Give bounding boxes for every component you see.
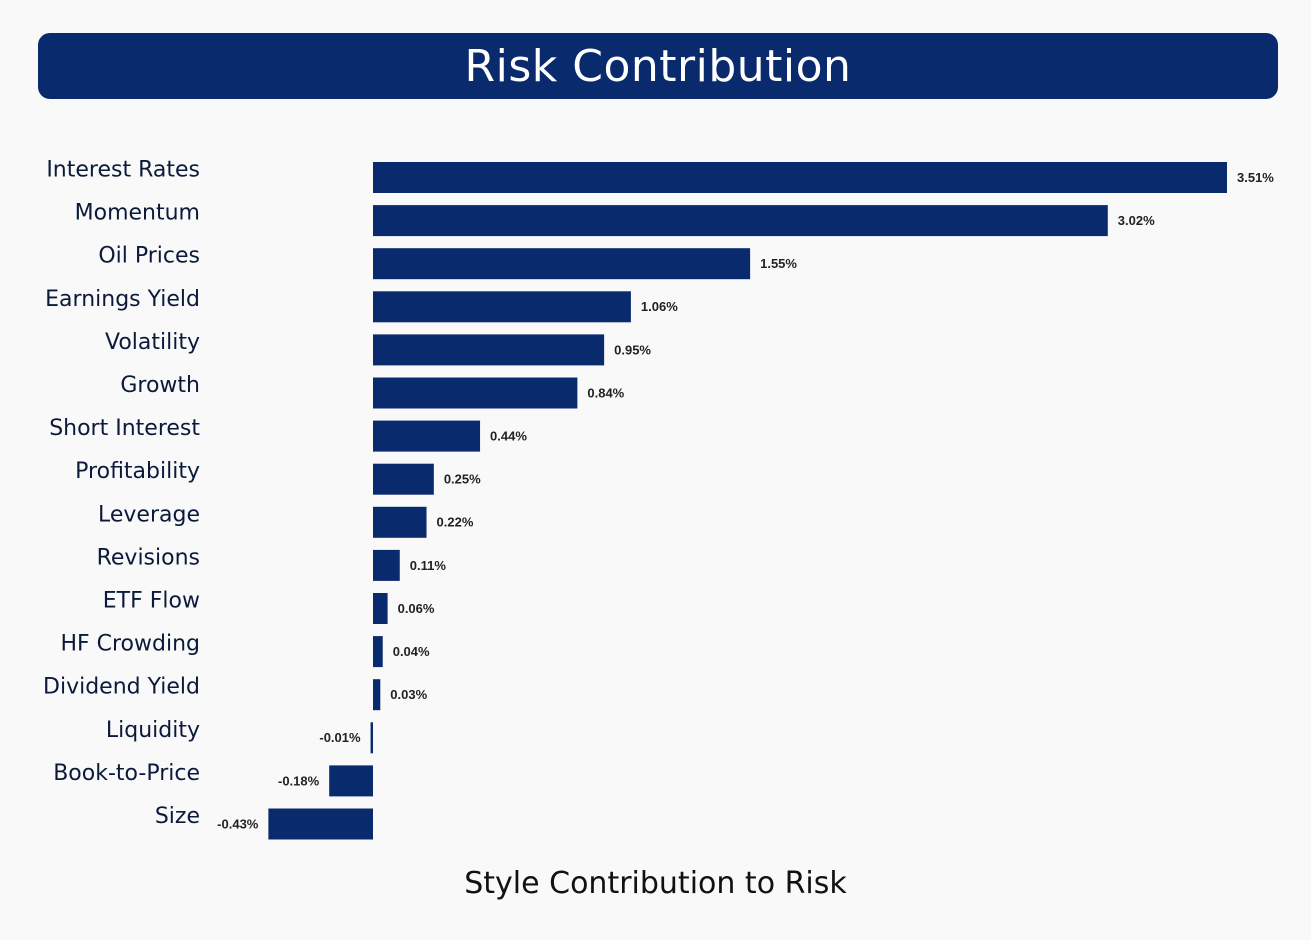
bar-growth (373, 377, 578, 409)
value-label: 1.55% (760, 256, 797, 271)
category-label: Size (155, 804, 200, 829)
bar-short-interest (373, 420, 481, 452)
category-label: Volatility (105, 330, 200, 355)
category-label: Oil Prices (98, 244, 200, 269)
bar-interest-rates (373, 162, 1227, 193)
value-label: -0.43% (217, 816, 259, 831)
value-label: 0.22% (437, 515, 474, 530)
title-banner: Risk Contribution (38, 33, 1278, 99)
category-label: Earnings Yield (45, 287, 200, 312)
category-label: Growth (120, 373, 200, 398)
chart-title: Risk Contribution (464, 40, 852, 92)
category-label: Leverage (98, 502, 200, 527)
bar-liquidity (370, 722, 373, 754)
category-label: Dividend Yield (43, 675, 200, 700)
value-label: 0.95% (614, 342, 651, 357)
x-axis-label: Style Contribution to Risk (464, 866, 847, 901)
bar-hf-crowding (373, 636, 383, 668)
bar-oil-prices (373, 248, 751, 280)
value-label: 3.02% (1118, 213, 1155, 228)
bar-dividend-yield (373, 679, 381, 711)
bar-size (268, 808, 373, 840)
category-label: HF Crowding (60, 632, 200, 657)
bar-etf-flow (373, 593, 388, 624)
value-label: 0.04% (393, 644, 430, 659)
value-label: 3.51% (1237, 170, 1274, 185)
bar-profitability (373, 463, 434, 495)
value-label: 0.44% (490, 429, 527, 444)
value-label: 0.03% (390, 687, 427, 702)
category-label: Profitability (75, 459, 200, 484)
value-label: 0.06% (398, 601, 435, 616)
category-label: Momentum (75, 201, 200, 226)
bar-book-to-price (329, 765, 373, 797)
bar-earnings-yield (373, 291, 631, 323)
category-label: ETF Flow (103, 589, 200, 614)
bar-momentum (373, 205, 1108, 237)
category-label: Book-to-Price (53, 761, 200, 786)
value-label: 0.84% (587, 385, 624, 400)
category-label: Interest Rates (46, 158, 200, 183)
value-label: -0.01% (319, 730, 361, 745)
category-label: Liquidity (106, 718, 200, 743)
value-label: 1.06% (641, 299, 678, 314)
value-label: 0.25% (444, 472, 481, 487)
value-label: 0.11% (410, 558, 447, 573)
category-label: Short Interest (49, 416, 200, 441)
bar-leverage (373, 506, 427, 538)
category-label: Revisions (97, 545, 200, 570)
value-label: -0.18% (278, 773, 320, 788)
bar-revisions (373, 549, 400, 581)
bar-volatility (373, 334, 605, 366)
